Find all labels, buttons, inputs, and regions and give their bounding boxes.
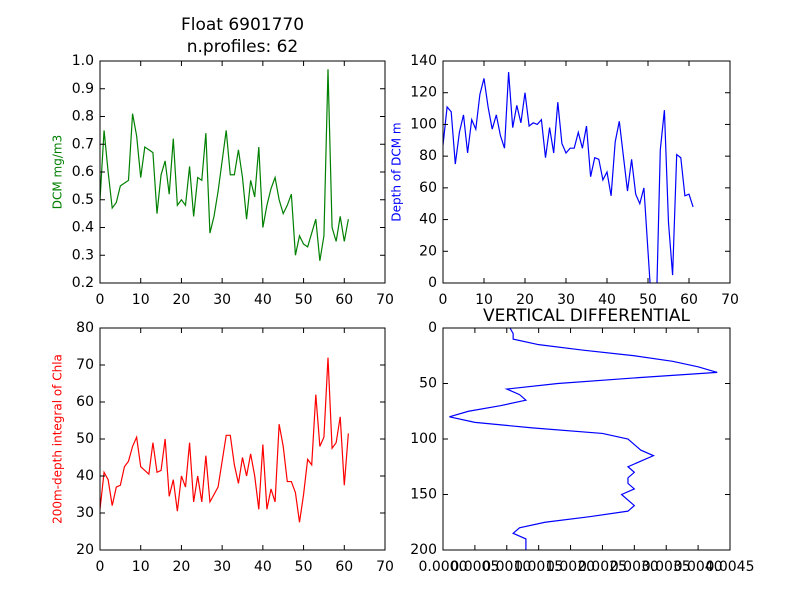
y-tick-label: 0.3 [72,247,94,263]
y-tick-label: 1.0 [72,53,94,69]
x-tick-label: 40 [254,559,272,575]
y-tick-label: 100 [410,116,437,132]
x-tick-label: 40 [254,292,272,308]
x-tick-label: 60 [335,559,353,575]
x-tick-label: 0.0045 [706,559,755,575]
y-tick-label: 40 [76,468,94,484]
x-tick-label: 0 [96,559,105,575]
x-tick-label: 0.0015 [514,559,563,575]
y-tick-label: 0.5 [72,192,94,208]
x-tick-label: 70 [376,292,394,308]
y-tick-label: 120 [410,85,437,101]
y-tick-label: 100 [410,431,437,447]
x-tick-label: 10 [475,292,493,308]
data-line [449,328,718,550]
chart-title: Float 6901770 [181,15,304,35]
x-tick-label: 0.0005 [450,559,499,575]
x-tick-label: 0.0010 [482,559,531,575]
x-tick-label: 10 [132,559,150,575]
y-tick-label: 0.4 [72,220,94,236]
x-tick-label: 0.0020 [546,559,595,575]
y-tick-label: 0.2 [72,275,94,291]
x-tick-label: 20 [173,292,191,308]
data-line [443,72,694,283]
y-tick-label: 150 [410,487,437,503]
y-tick-label: 0.6 [72,164,94,180]
x-tick-label: 0 [439,292,448,308]
y-axis-label: DCM mg/m3 [51,135,65,209]
x-tick-label: 70 [721,292,739,308]
y-tick-label: 0 [428,320,437,336]
chart-subtitle: n.profiles: 62 [187,37,299,57]
y-tick-label: 50 [419,376,437,392]
y-tick-label: 0.7 [72,136,94,152]
y-tick-label: 200 [410,542,437,558]
y-tick-label: 60 [419,180,437,196]
chart-title: VERTICAL DIFFERENTIAL [483,306,690,326]
y-tick-label: 20 [419,243,437,259]
x-tick-label: 0.0030 [610,559,659,575]
x-tick-label: 50 [295,559,313,575]
x-tick-label: 60 [680,292,698,308]
x-tick-label: 0.0040 [674,559,723,575]
x-tick-label: 30 [213,559,231,575]
x-tick-label: 40 [598,292,616,308]
y-tick-label: 140 [410,53,437,69]
y-tick-label: 0 [428,275,437,291]
x-tick-label: 10 [132,292,150,308]
x-tick-label: 50 [295,292,313,308]
x-tick-label: 0 [96,292,105,308]
x-tick-label: 60 [335,292,353,308]
x-tick-label: 0.0035 [642,559,691,575]
y-tick-label: 80 [76,320,94,336]
x-tick-label: 30 [213,292,231,308]
y-tick-label: 50 [76,431,94,447]
x-tick-label: 70 [376,559,394,575]
y-tick-label: 70 [76,357,94,373]
axes-frame [442,60,731,284]
x-tick-label: 30 [557,292,575,308]
x-tick-label: 20 [516,292,534,308]
x-tick-label: 0.0025 [578,559,627,575]
y-axis-label: Depth of DCM m [390,122,404,221]
y-tick-label: 60 [76,394,94,410]
y-tick-label: 0.9 [72,81,94,97]
x-tick-label: 20 [173,559,191,575]
y-axis-label: 200m-depth integral of Chla [51,354,65,524]
x-tick-label: 0.0000 [419,559,468,575]
y-tick-label: 20 [76,542,94,558]
data-line [100,69,349,261]
y-tick-label: 30 [76,505,94,521]
y-tick-label: 0.8 [72,109,94,125]
x-tick-label: 50 [639,292,657,308]
y-tick-label: 40 [419,212,437,228]
y-tick-label: 80 [419,148,437,164]
data-line [100,357,349,523]
